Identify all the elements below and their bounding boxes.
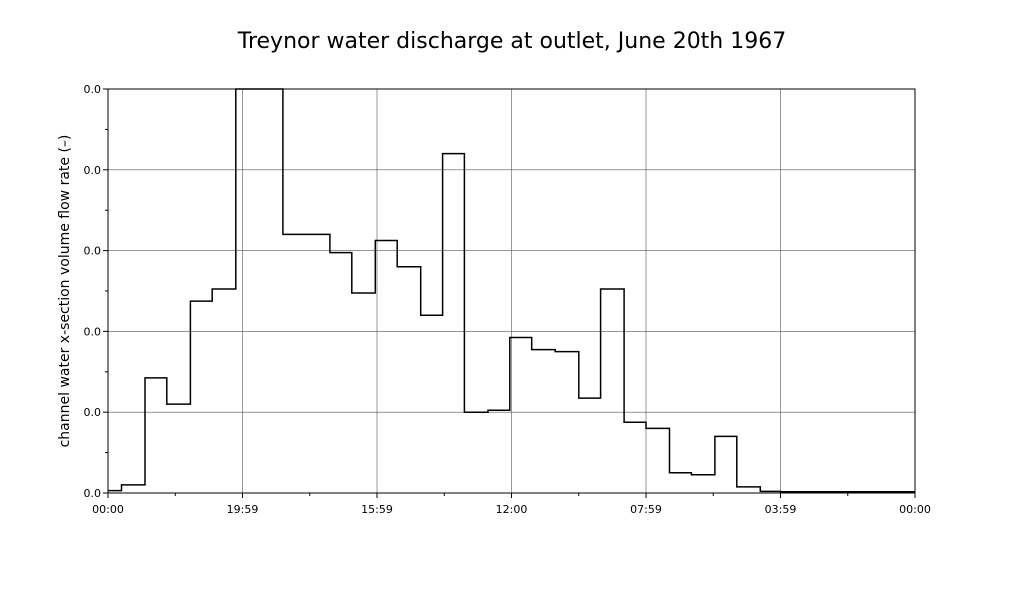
discharge-series-line <box>108 88 915 493</box>
axis-ticks <box>103 88 916 498</box>
y-tick-label: 0.0 <box>84 406 102 419</box>
x-tick-label: 03:59 <box>765 503 797 516</box>
x-tick-label: 15:59 <box>361 503 393 516</box>
y-tick-label: 0.0 <box>84 164 102 177</box>
x-tick-label: 07:59 <box>630 503 662 516</box>
x-tick-label: 00:00 <box>92 503 124 516</box>
x-tick-label: 12:00 <box>496 503 528 516</box>
y-tick-label: 0.0 <box>84 487 102 500</box>
x-tick-label: 00:00 <box>899 503 931 516</box>
y-tick-label: 0.0 <box>84 245 102 258</box>
y-tick-label: 0.0 <box>84 325 102 338</box>
x-tick-label: 19:59 <box>227 503 259 516</box>
grid-lines <box>108 89 915 493</box>
y-axis-label: channel water x-section volume flow rate… <box>57 135 73 448</box>
chart-title: Treynor water discharge at outlet, June … <box>237 29 787 54</box>
series-layer <box>108 88 915 493</box>
tick-labels: 00:00 19:59 15:59 12:00 07:59 03:59 00:00 0.0 0.… <box>84 83 931 516</box>
y-tick-label: 0.0 <box>84 83 102 96</box>
